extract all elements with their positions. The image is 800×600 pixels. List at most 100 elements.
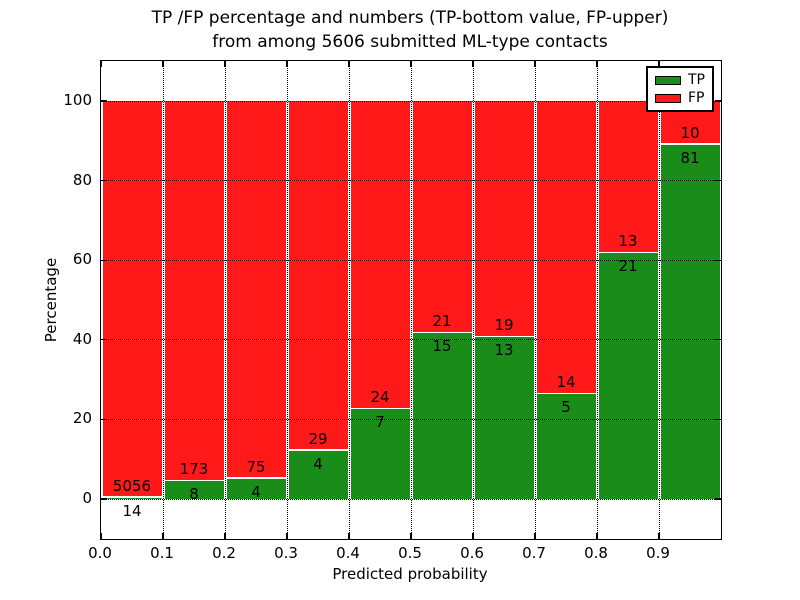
x-tick-mark [410, 61, 412, 67]
y-tick-mark [101, 498, 107, 500]
x-tick-label: 0.1 [150, 544, 174, 562]
x-tick-label: 0.5 [398, 544, 422, 562]
label-fp-count: 21 [432, 312, 452, 331]
bar-tp-segment [102, 497, 162, 499]
y-tick-label: 0 [82, 489, 92, 507]
legend-label-fp: FP [688, 90, 705, 106]
bar-edge [288, 449, 348, 451]
y-tick-mark [715, 418, 721, 420]
legend: TP FP [646, 66, 714, 112]
label-tp-count: 13 [494, 341, 514, 360]
bar-edge [536, 392, 596, 395]
bar-tp-segment [412, 333, 472, 499]
gridline-vertical [410, 61, 412, 539]
x-tick-label: 0.6 [460, 544, 484, 562]
x-tick-mark [162, 533, 164, 539]
y-tick-mark [101, 259, 107, 261]
y-tick-label: 100 [63, 91, 92, 109]
bar-fp-segment [350, 101, 410, 410]
bar-tp-segment [288, 450, 348, 499]
bar-edge [164, 479, 224, 482]
bar-edge [350, 407, 410, 410]
y-tick-mark [715, 180, 721, 182]
bar-fp-segment [288, 101, 348, 451]
y-tick-label: 60 [72, 250, 92, 269]
x-tick-mark [596, 61, 598, 67]
label-fp-count: 75 [246, 457, 266, 476]
bar-tp-segment [474, 337, 534, 499]
x-tick-mark [534, 533, 536, 539]
gridline-vertical [658, 61, 660, 539]
label-fp-count: 5056 [112, 476, 152, 495]
label-fp-count: 14 [556, 373, 576, 392]
x-tick-mark [472, 533, 474, 539]
legend-item-fp: FP [655, 90, 705, 106]
y-tick-label: 80 [72, 170, 92, 189]
x-tick-mark [224, 61, 226, 67]
gridline-vertical [534, 61, 536, 539]
label-fp-count: 10 [680, 123, 700, 142]
label-fp-count: 13 [618, 232, 638, 251]
bar-fp-segment [102, 101, 162, 498]
bar-edge [102, 496, 162, 498]
y-tick-label: 40 [72, 329, 92, 348]
label-tp-count: 7 [375, 413, 385, 432]
bar-fp-segment [474, 101, 534, 338]
y-tick-mark [101, 418, 107, 420]
x-tick-mark [348, 533, 350, 539]
chart-title-line2: from among 5606 submitted ML-type contac… [212, 32, 608, 52]
label-fp-count: 24 [370, 388, 390, 407]
x-tick-mark [286, 61, 288, 67]
x-tick-mark [534, 61, 536, 67]
legend-label-tp: TP [688, 72, 705, 88]
x-tick-mark [100, 61, 102, 67]
bar-edge [412, 331, 472, 334]
bar-tp-segment [350, 409, 410, 499]
gridline-vertical [162, 61, 164, 539]
label-tp-count: 81 [680, 148, 700, 167]
y-tick-mark [715, 100, 721, 102]
label-tp-count: 21 [618, 257, 638, 276]
x-tick-mark [348, 61, 350, 67]
label-fp-count: 173 [179, 460, 209, 479]
label-tp-count: 15 [432, 337, 452, 356]
chart-title-line1: TP /FP percentage and numbers (TP-bottom… [151, 8, 669, 28]
y-tick-mark [101, 180, 107, 182]
x-tick-label: 0.3 [274, 544, 298, 562]
y-tick-mark [715, 259, 721, 261]
gridline-vertical [596, 61, 598, 539]
gridline-vertical [286, 61, 288, 539]
x-tick-label: 0.2 [212, 544, 236, 562]
x-tick-mark [658, 61, 660, 67]
label-tp-count: 4 [251, 482, 261, 501]
gridline-vertical [224, 61, 226, 539]
x-tick-mark [596, 533, 598, 539]
label-tp-count: 5 [561, 398, 571, 417]
bar-fp-segment [598, 101, 658, 254]
bar-fp-segment [412, 101, 472, 334]
label-fp-count: 29 [308, 429, 328, 448]
bar-edge [226, 477, 286, 479]
legend-item-tp: TP [655, 72, 705, 88]
bar-fp-segment [164, 101, 224, 482]
x-tick-label: 0.4 [336, 544, 360, 562]
bar-edge [660, 143, 720, 145]
x-axis-label: Predicted probability [332, 565, 488, 583]
chart-title: TP /FP percentage and numbers (TP-bottom… [100, 6, 720, 54]
label-tp-count: 4 [313, 454, 323, 473]
x-tick-label: 0.8 [584, 544, 608, 562]
bar-fp-segment [226, 101, 286, 479]
x-tick-label: 0.9 [646, 544, 670, 562]
x-tick-mark [224, 533, 226, 539]
y-axis-label: Percentage [42, 257, 60, 343]
x-tick-mark [658, 533, 660, 539]
bar-tp-segment [536, 394, 596, 499]
x-tick-mark [100, 533, 102, 539]
gridline-vertical [348, 61, 350, 539]
x-tick-mark [472, 61, 474, 67]
y-tick-mark [101, 339, 107, 341]
label-tp-count: 8 [189, 485, 199, 504]
bar-edge [474, 335, 534, 338]
bar-tp-segment [226, 478, 286, 499]
